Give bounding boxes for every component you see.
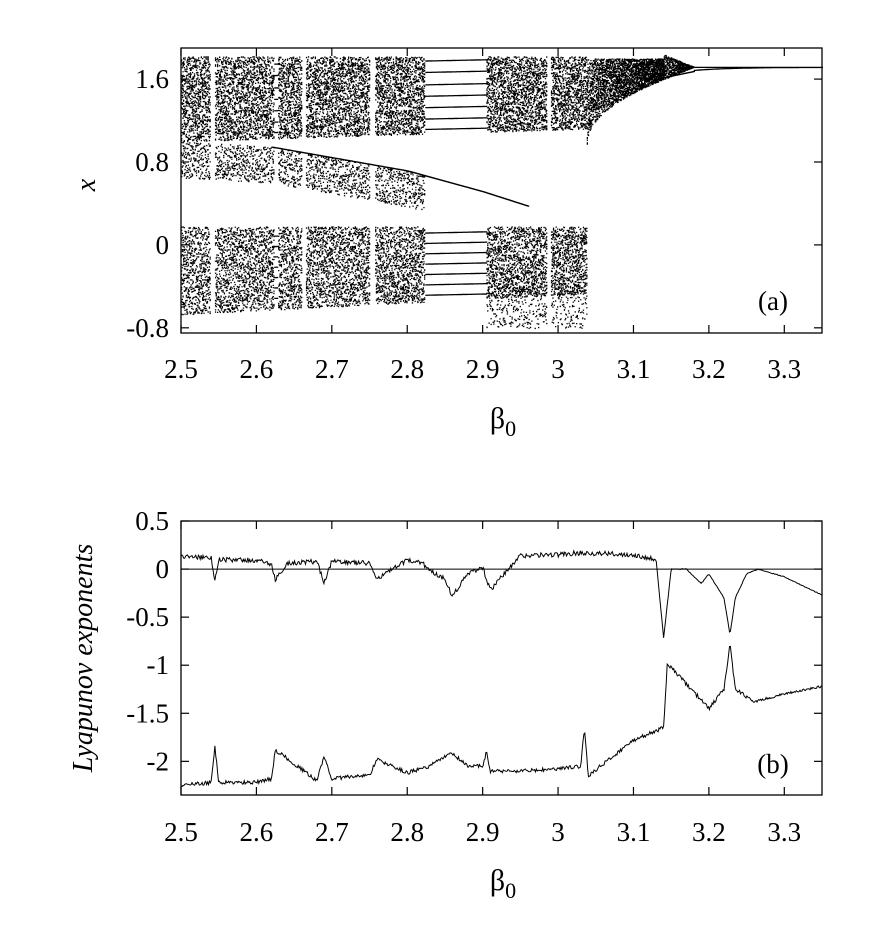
x-tick-label-b: 2.8 (390, 817, 424, 847)
x-tick-label-b: 2.6 (240, 817, 274, 847)
x-tick-label-b: 3 (551, 817, 565, 847)
lyapunov-series-1 (180, 549, 823, 638)
ticks-b: 2.5 2.6 2.7 2.8 2.9 3 3.1 3.2 3.3 0.5 0 -0.5 -1 -1.5 -… (126, 506, 822, 847)
x-tick-label-b: 3.3 (767, 817, 801, 847)
x-tick-label-a: 2.7 (315, 354, 349, 384)
lyapunov-panel: 2.5 2.6 2.7 2.8 2.9 3 3.1 3.2 3.3 0.5 0 -0.5 -1 -1.5 -… (68, 506, 823, 903)
panel-label-b: (b) (757, 749, 788, 779)
y-tick-label-b: 0 (156, 554, 170, 584)
y-tick-label-b: 0.5 (135, 506, 169, 536)
x-axis-subscript-a: 0 (505, 416, 516, 441)
plot-frame-b (180, 520, 823, 796)
y-tick-label-b: -1 (147, 650, 170, 680)
y-tick-label-a: -0.8 (126, 313, 169, 343)
x-tick-label-b: 3.2 (692, 817, 726, 847)
y-axis-label-a: x (71, 178, 102, 192)
x-tick-label-b: 2.7 (315, 817, 349, 847)
x-tick-label-b: 3.1 (617, 817, 651, 847)
x-axis-symbol-a: β (490, 402, 505, 435)
lyapunov-series-2 (180, 645, 823, 788)
x-tick-label-a: 2.9 (466, 354, 500, 384)
y-tick-label-b: -0.5 (126, 602, 169, 632)
x-axis-label-b: β0 (490, 864, 516, 903)
x-tick-label-a: 3.2 (692, 354, 726, 384)
x-tick-label-a: 3.3 (767, 354, 801, 384)
x-tick-label-a: 2.8 (390, 354, 424, 384)
y-tick-label-a: 0 (156, 230, 170, 260)
x-tick-label-a: 3 (551, 354, 565, 384)
y-tick-label-b: -1.5 (126, 698, 169, 728)
x-tick-label-b: 2.9 (466, 817, 500, 847)
plot-frame-a (180, 47, 823, 334)
bifurcation-points (181, 54, 823, 330)
lyapunov-series (180, 549, 823, 788)
x-tick-label-a: 2.6 (240, 354, 274, 384)
x-tick-label-a: 2.5 (164, 354, 198, 384)
panel-label-a: (a) (758, 286, 788, 316)
y-axis-label-b: Lyapunov exponents (68, 544, 99, 774)
y-tick-label-a: 1.6 (135, 64, 169, 94)
ticks-a: 2.5 2.6 2.7 2.8 2.9 3 3.1 3.2 3.3 -0.8 0 0.8 1.6 (126, 48, 822, 384)
x-tick-label-b: 2.5 (164, 817, 198, 847)
bifurcation-panel: 2.5 2.6 2.7 2.8 2.9 3 3.1 3.2 3.3 -0.8 0 0.8 1.6 (a)… (71, 47, 823, 441)
y-tick-label-a: 0.8 (135, 147, 169, 177)
x-tick-label-a: 3.1 (617, 354, 651, 384)
bifurcation-point-cloud (181, 54, 823, 330)
x-axis-subscript-b: 0 (505, 878, 516, 903)
x-axis-label-a: β0 (490, 402, 516, 441)
y-tick-label-b: -2 (147, 746, 170, 776)
x-axis-symbol-b: β (490, 864, 505, 897)
